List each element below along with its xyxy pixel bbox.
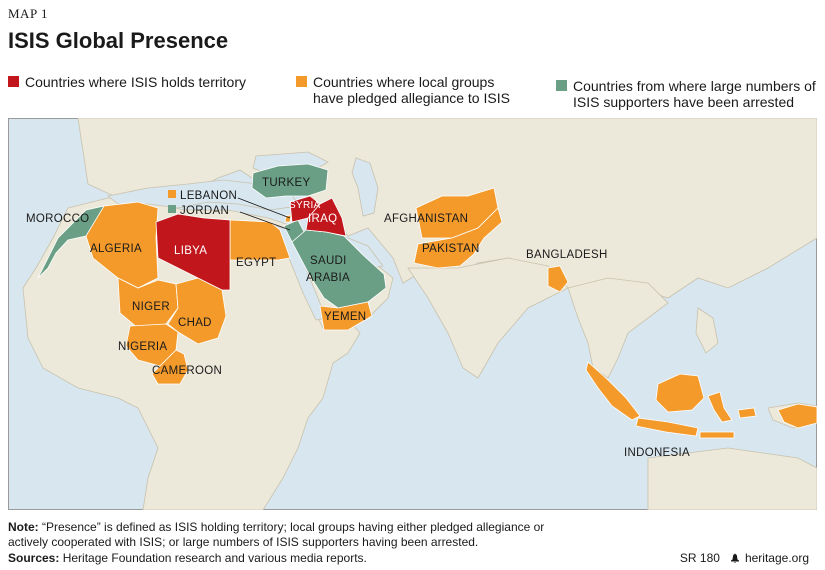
legend-item-allegiance: Countries where local groups have pledge… — [296, 74, 510, 106]
report-id: SR 180 — [679, 551, 720, 565]
country-pakistan — [413, 207, 503, 269]
label-iraq: IRAQ — [308, 213, 337, 225]
label-indonesia: INDONESIA — [624, 447, 690, 459]
legend-label-allegiance: Countries where local groups have pledge… — [313, 74, 510, 106]
caspian-sea — [351, 157, 379, 217]
label-swatch-jordan — [168, 205, 176, 213]
leader-line-lebanon — [237, 197, 291, 219]
label-egypt: EGYPT — [236, 257, 276, 269]
legend-swatch-arrested — [556, 80, 567, 91]
legend-swatch-allegiance — [296, 76, 307, 87]
label-morocco: MOROCCO — [26, 213, 89, 225]
country-turkey — [251, 163, 329, 199]
label-algeria: ALGERIA — [90, 243, 142, 255]
leader-line-jordan — [239, 211, 291, 231]
country-indonesia-papua — [777, 403, 817, 429]
country-algeria — [85, 201, 159, 289]
legend-swatch-territory — [8, 76, 19, 87]
note-label: Note: — [8, 520, 39, 534]
legend-label-arrested: Countries from where large numbers of IS… — [573, 78, 816, 110]
sources-text: Heritage Foundation research and various… — [59, 551, 367, 565]
legend-item-territory: Countries where ISIS holds territory — [8, 74, 246, 90]
country-iraq — [305, 197, 347, 237]
label-saudi-line1: SAUDI — [310, 255, 347, 267]
layer-territory — [155, 195, 347, 291]
country-cameroon — [151, 349, 189, 385]
landmass-australia — [647, 447, 817, 510]
map-title: ISIS Global Presence — [8, 28, 229, 53]
footer-right: SR 180 heritage.org — [680, 551, 809, 565]
country-indonesia-sumatra — [585, 361, 641, 421]
label-cameroon: CAMEROON — [152, 365, 222, 377]
country-yemen — [319, 301, 373, 331]
bell-icon — [730, 553, 739, 563]
country-indonesia-sulawesi — [707, 391, 733, 423]
landmass-india — [407, 257, 569, 379]
country-indonesia-java — [635, 417, 699, 437]
landmass-africa — [22, 197, 361, 510]
country-bangladesh — [547, 265, 569, 293]
note: Note: “Presence” is defined as ISIS hold… — [8, 520, 568, 550]
note-text: “Presence” is defined as ISIS holding te… — [8, 520, 545, 549]
label-syria: SYRIA — [289, 200, 321, 211]
label-saudi-line2: ARABIA — [306, 272, 350, 284]
label-chad: CHAD — [178, 317, 212, 329]
label-swatch-lebanon — [168, 190, 176, 198]
label-jordan: JORDAN — [180, 205, 229, 217]
label-lebanon: LEBANON — [180, 190, 237, 202]
label-libya: LIBYA — [174, 245, 207, 257]
heritage-site-link[interactable]: heritage.org — [744, 551, 809, 565]
label-bangladesh: BANGLADESH — [526, 249, 608, 261]
legend-label-territory: Countries where ISIS holds territory — [25, 74, 246, 90]
landmass-philippines — [695, 307, 719, 354]
legend-item-arrested: Countries from where large numbers of IS… — [556, 78, 816, 110]
label-pakistan: PAKISTAN — [422, 243, 480, 255]
label-nigeria: NIGERIA — [118, 341, 167, 353]
map-labels: MOROCCO ALGERIA LIBYA EGYPT LEBANON JORD… — [26, 177, 690, 459]
country-indonesia-borneo — [655, 373, 705, 413]
sources-label: Sources: — [8, 551, 60, 565]
country-indonesia-islands — [699, 407, 757, 439]
country-libya — [155, 213, 231, 291]
label-turkey: TURKEY — [262, 177, 310, 189]
landmass-southeast-asia — [567, 277, 669, 379]
world-map: MOROCCO ALGERIA LIBYA EGYPT LEBANON JORD… — [8, 118, 817, 510]
label-niger: NIGER — [132, 301, 170, 313]
sources: Sources: Heritage Foundation research an… — [8, 551, 367, 565]
label-afghanistan: AFGHANISTAN — [384, 213, 468, 225]
map-kicker: MAP 1 — [8, 6, 48, 21]
label-yemen: YEMEN — [324, 311, 366, 323]
leader-lines — [237, 197, 291, 231]
layer-allegiance — [85, 187, 817, 439]
layer-arrested — [37, 163, 387, 309]
